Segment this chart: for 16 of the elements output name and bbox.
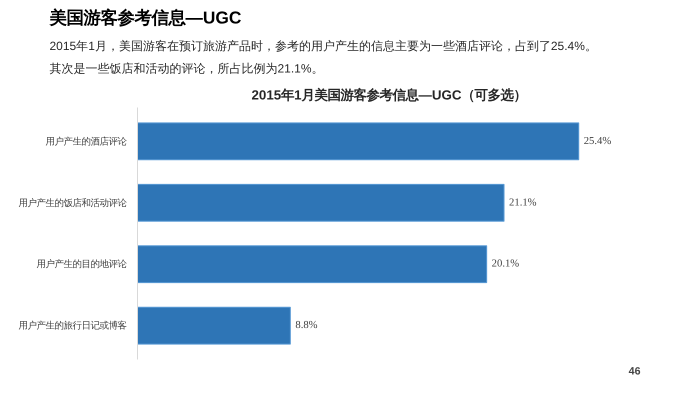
text: 2015年1月美国游客参考信息—UGC（可多选） [251, 88, 527, 102]
data-label: 20.1% [492, 258, 520, 270]
data-label: 21.1% [509, 197, 537, 208]
bar [138, 184, 505, 222]
bar [138, 122, 580, 160]
data-label: 8.8% [295, 320, 318, 332]
bar [138, 306, 291, 345]
y-tick-label: 用户产生的目的地评论 [36, 259, 126, 270]
bar [138, 245, 488, 284]
y-tick-label: 用户产生的旅行日记或博客 [18, 320, 126, 331]
text: 46 [628, 366, 641, 378]
chart-subtitle: 2015年1月，美国游客在预订旅游产品时，参考的用户产生的信息主要为一些酒店评论，占到了25.4%。其次是一些饭店和活动的评论，所占比例为21.1%。 [50, 39, 597, 76]
data-label: 25.4% [584, 136, 612, 147]
y-tick-label: 用户产生的酒店评论 [46, 136, 126, 146]
chart-title: 美国游客参考信息—UGC [48, 8, 242, 28]
y-tick-label: 用户产生的饭店和活动评论 [18, 198, 126, 208]
